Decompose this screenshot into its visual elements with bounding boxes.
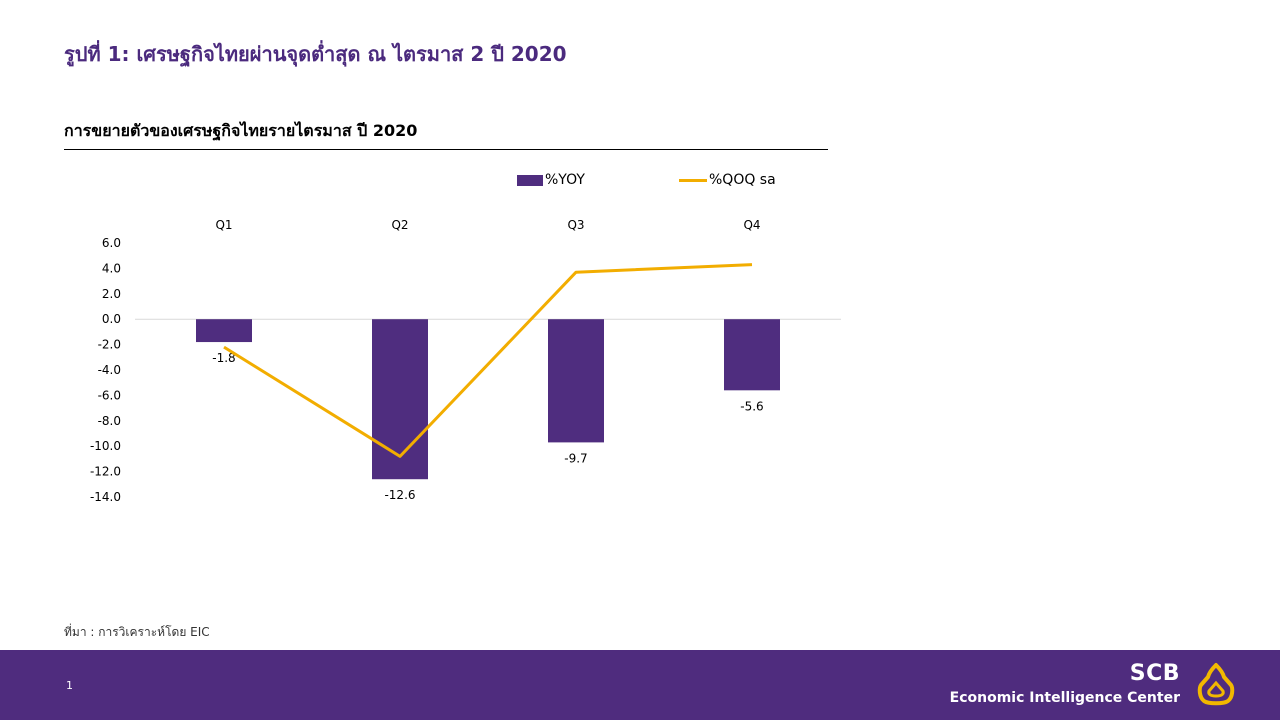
y-tick-label: 4.0: [102, 261, 121, 275]
y-tick-label: -14.0: [90, 490, 121, 504]
category-label: Q2: [391, 218, 408, 232]
category-label: Q1: [215, 218, 232, 232]
category-axis: Q1 Q2 Q3 Q4: [215, 218, 760, 232]
bar: [372, 319, 428, 480]
bar: [724, 319, 780, 391]
y-tick-label: -6.0: [98, 388, 121, 402]
bar-series-yoy: [196, 319, 780, 480]
bar: [196, 319, 252, 343]
y-tick-label: -12.0: [90, 465, 121, 479]
brand-name: SCB: [1129, 661, 1180, 686]
bar-data-label: -5.6: [740, 399, 763, 413]
legend-label-qoq: %QOQ sa: [709, 172, 776, 188]
bar-data-labels: -1.8 -12.6 -9.7 -5.6: [212, 351, 763, 502]
chart-heading: การขยายตัวของเศรษฐกิจไทยรายไตรมาส ปี 202…: [64, 121, 418, 140]
bar-data-label: -1.8: [212, 351, 235, 365]
bar-data-label: -12.6: [384, 488, 415, 502]
legend-swatch-line: [679, 178, 707, 182]
figure-title: รูปที่ 1: เศรษฐกิจไทยผ่านจุดต่ำสุด ณ ไตร…: [64, 42, 567, 66]
brand-block: SCB Economic Intelligence Center: [950, 662, 1180, 707]
y-tick-label: -10.0: [90, 439, 121, 453]
y-tick-label: 2.0: [102, 287, 121, 301]
footer-bar: 1 SCB Economic Intelligence Center: [0, 650, 1280, 720]
y-tick-label: -2.0: [98, 338, 121, 352]
legend-item-qoq: %QOQ sa: [679, 172, 776, 188]
page-number: 1: [66, 679, 73, 692]
bar: [548, 319, 604, 443]
scb-logo-icon: [1197, 663, 1235, 706]
brand-subtitle: Economic Intelligence Center: [949, 690, 1180, 706]
category-label: Q3: [567, 218, 584, 232]
y-tick-label: -4.0: [98, 363, 121, 377]
legend-swatch-bar: [517, 174, 543, 186]
line-series-qoq: [223, 263, 753, 458]
legend-label-yoy: %YOY: [545, 172, 585, 188]
heading-divider: [64, 149, 828, 150]
y-tick-label: -8.0: [98, 414, 121, 428]
bar-data-label: -9.7: [564, 451, 587, 465]
source-note: ที่มา : การวิเคราะห์โดย EIC: [64, 625, 210, 639]
y-tick-label: 6.0: [102, 236, 121, 250]
gdp-growth-chart: 6.0 4.0 2.0 0.0 -2.0 -4.0 -6.0 -8.0 -10.0 -12.0 -1…: [90, 218, 841, 504]
y-tick-label: 0.0: [102, 312, 121, 326]
y-axis: 6.0 4.0 2.0 0.0 -2.0 -4.0 -6.0 -8.0 -10.0 -12.0 -1…: [90, 236, 121, 504]
legend-item-yoy: %YOY: [517, 172, 585, 188]
category-label: Q4: [743, 218, 760, 232]
